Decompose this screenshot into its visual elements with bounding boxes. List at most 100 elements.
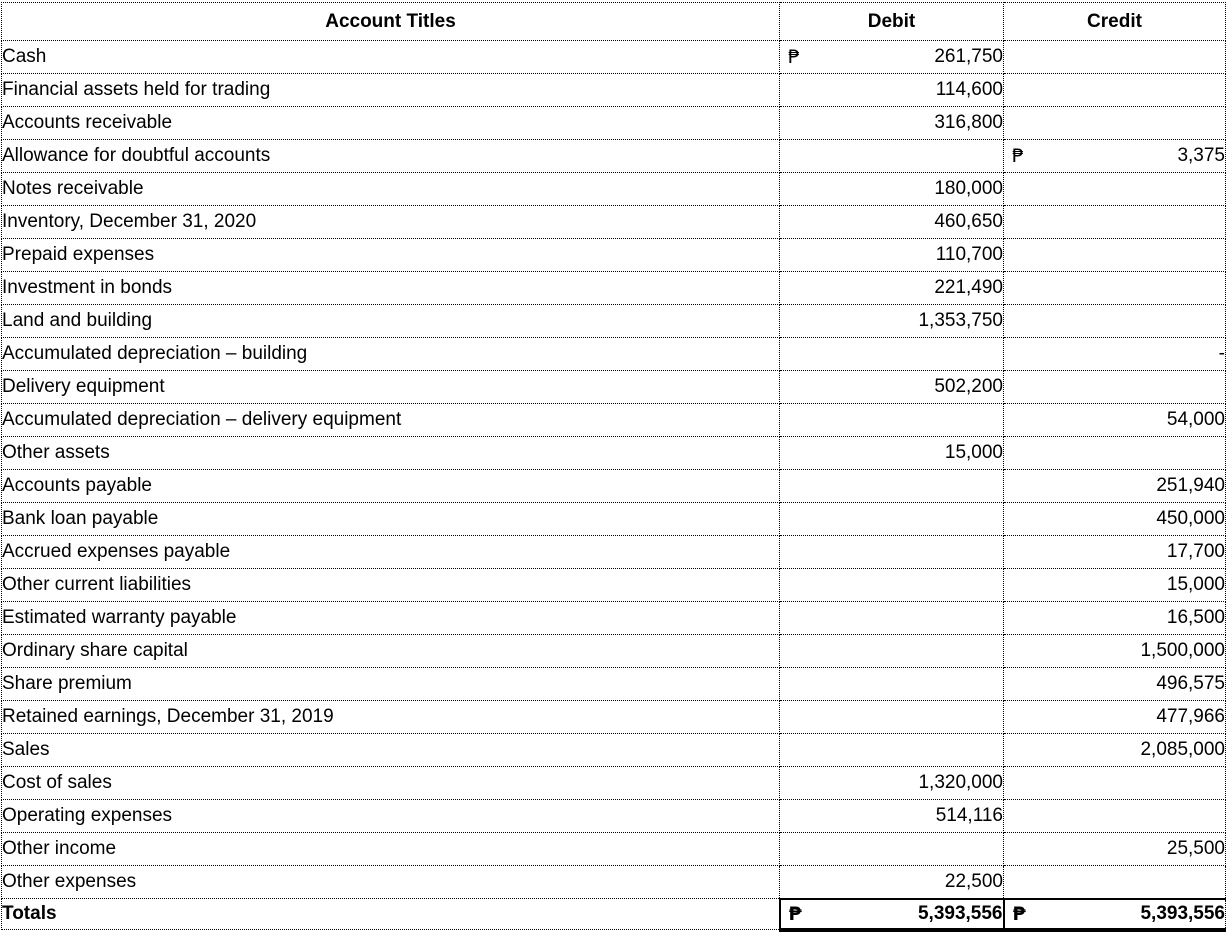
table-row: Prepaid expenses 110,700 [1,238,1226,272]
debit-amount: 221,490 [934,277,1003,298]
table-row: Ordinary share capital 1,500,000 [1,634,1226,668]
account-title: Accumulated depreciation – building [1,337,780,371]
peso-sign-icon: ₱ [1012,145,1025,167]
credit-cell: 251,940 [1003,469,1226,503]
credit-amount: - [1218,343,1225,364]
credit-cell [1003,172,1226,206]
credit-cell: - [1003,337,1226,371]
credit-cell [1003,766,1226,800]
table-row: Financial assets held for trading 114,600 [1,73,1226,107]
credit-cell: 450,000 [1003,502,1226,536]
table-row: Other assets 15,000 [1,436,1226,470]
credit-cell: 25,500 [1003,832,1226,866]
debit-cell: 180,000 [779,172,1004,206]
credit-cell [1003,205,1226,239]
credit-cell: 17,700 [1003,535,1226,569]
debit-cell [779,634,1004,668]
account-title: Other income [1,832,780,866]
totals-credit-wrap: ₱ 5,393,556 [1006,902,1225,925]
table-row: Other expenses 22,500 [1,865,1226,899]
account-title: Accrued expenses payable [1,535,780,569]
debit-cell [779,700,1004,734]
debit-cell [779,733,1004,767]
account-title: Share premium [1,667,780,701]
account-title: Inventory, December 31, 2020 [1,205,780,239]
debit-amount: 1,320,000 [918,772,1003,793]
totals-row: Totals ₱ 5,393,556 ₱ 5,393,556 [1,897,1226,932]
debit-amount: 514,116 [935,805,1003,826]
debit-amount: 114,600 [935,79,1003,100]
debit-cell: 1,353,750 [779,304,1004,338]
credit-cell: 2,085,000 [1003,733,1226,767]
totals-credit-cell: ₱ 5,393,556 [1002,897,1226,932]
debit-amount: 502,200 [934,376,1003,397]
table-row: Accounts payable 251,940 [1,469,1226,503]
credit-cell [1003,304,1226,338]
account-title: Accounts payable [1,469,780,503]
debit-amount: 316,800 [934,112,1003,133]
credit-amount: 1,500,000 [1140,640,1225,661]
table-row: Sales 2,085,000 [1,733,1226,767]
debit-cell: 221,490 [779,271,1004,305]
credit-cell [1003,865,1226,899]
account-title: Other current liabilities [1,568,780,602]
credit-cell [1003,106,1226,140]
debit-cell [779,832,1004,866]
account-title: Notes receivable [1,172,780,206]
account-title: Delivery equipment [1,370,780,404]
debit-cell [779,601,1004,635]
debit-cell: 22,500 [779,865,1004,899]
table-row: Investment in bonds 221,490 [1,271,1226,305]
debit-cell: 114,600 [779,73,1004,107]
account-title: Other assets [1,436,780,470]
account-title: Cash [1,40,780,74]
debit-wrap: ₱ 261,750 [781,46,1003,68]
debit-amount: 261,750 [934,46,1003,67]
credit-cell: 54,000 [1003,403,1226,437]
debit-cell [779,535,1004,569]
debit-cell: 460,650 [779,205,1004,239]
account-title: Accounts receivable [1,106,780,140]
debit-cell [779,337,1004,371]
credit-cell: ₱ 3,375 [1003,139,1226,173]
debit-cell [779,403,1004,437]
debit-cell [779,469,1004,503]
debit-amount: 22,500 [944,870,1003,892]
debit-amount: 180,000 [934,178,1003,199]
table-row: Accumulated depreciation – building - [1,337,1226,371]
credit-amount: 251,940 [1156,475,1225,496]
debit-cell: ₱ 261,750 [779,40,1004,74]
credit-amount: 450,000 [1156,508,1225,529]
table-row: Delivery equipment 502,200 [1,370,1226,404]
credit-amount: 477,966 [1156,706,1225,727]
totals-debit-wrap: ₱ 5,393,556 [782,903,1002,925]
peso-sign-icon: ₱ [788,46,801,68]
credit-cell [1003,436,1226,470]
credit-cell: 477,966 [1003,700,1226,734]
table-row: Estimated warranty payable 16,500 [1,601,1226,635]
table-row: Allowance for doubtful accounts ₱ 3,375 [1,139,1226,173]
credit-cell [1003,271,1226,305]
table-row: Bank loan payable 450,000 [1,502,1226,536]
header-row: Account Titles Debit Credit [1,2,1226,41]
credit-wrap: ₱ 3,375 [1005,145,1225,167]
debit-cell: 502,200 [779,370,1004,404]
credit-cell: 1,500,000 [1003,634,1226,668]
totals-credit-amount: 5,393,556 [1140,902,1225,924]
debit-cell [779,667,1004,701]
table-row: Cost of sales 1,320,000 [1,766,1226,800]
debit-amount: 15,000 [944,442,1003,463]
table-row: Cash ₱ 261,750 [1,40,1226,74]
table-row: Accounts receivable 316,800 [1,106,1226,140]
totals-debit-cell: ₱ 5,393,556 [778,897,1005,932]
credit-amount: 16,500 [1166,607,1225,628]
account-title: Financial assets held for trading [1,73,780,107]
credit-amount: 54,000 [1166,409,1225,430]
column-header-debit: Debit [779,2,1004,41]
table-row: Share premium 496,575 [1,667,1226,701]
table-row: Other current liabilities 15,000 [1,568,1226,602]
debit-cell: 110,700 [779,238,1004,272]
account-title: Sales [1,733,780,767]
